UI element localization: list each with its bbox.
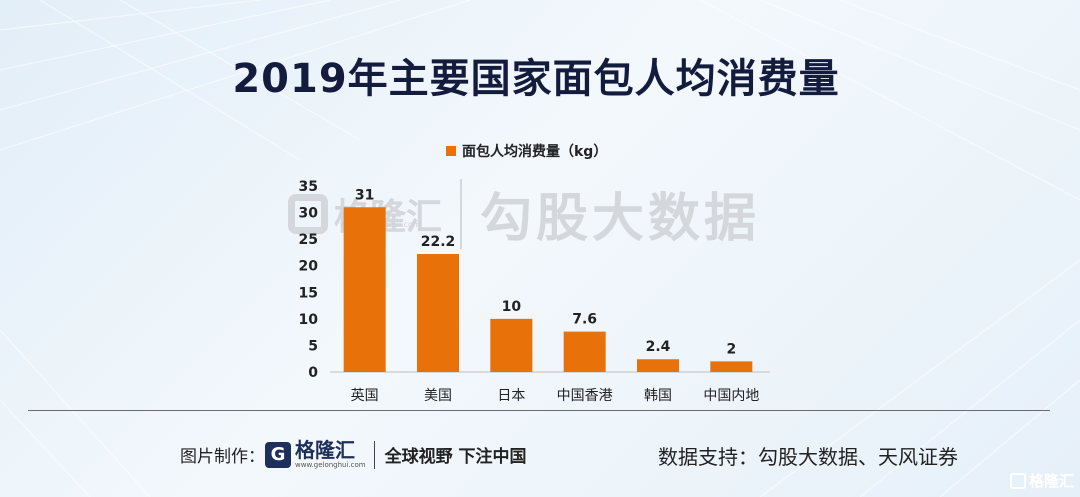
y-tick-label: 25 [299, 232, 318, 248]
chart-legend: 面包人均消费量（kg） [446, 141, 607, 161]
watermark-divider [460, 178, 463, 249]
watermark-text: 勾股大数据 [480, 189, 761, 249]
corner-brand: 格隆汇 [1029, 472, 1075, 490]
data-label: 2 [726, 341, 736, 357]
bar-1 [417, 254, 459, 372]
bar-4 [637, 359, 679, 372]
footer-brand-url: www.gelonghui.com [295, 461, 366, 469]
footer-brand-block: 格隆汇 www.gelonghui.com [295, 440, 366, 469]
footer-separator [373, 440, 375, 469]
bars [343, 207, 753, 372]
footer-credit: 图片制作： G 格隆汇 www.gelonghui.com 全球视野 下注中国 [180, 440, 527, 469]
data-label: 7.6 [572, 312, 597, 328]
bar-3 [563, 331, 606, 372]
data-label: 22.2 [421, 234, 456, 250]
x-tick-label: 韩国 [644, 388, 672, 404]
page-title: 2019年主要国家面包人均消费量 [232, 56, 840, 102]
brand-logo-icon: G [265, 441, 291, 468]
data-source: 数据支持：勾股大数据、天风证券 [658, 445, 958, 469]
x-tick-label: 美国 [424, 388, 452, 404]
corner-logo: 格隆汇 [1010, 470, 1074, 491]
x-tick-label: 英国 [351, 387, 379, 404]
footer-slogan: 全球视野 下注中国 [384, 447, 527, 467]
data-label: 10 [502, 299, 522, 315]
y-tick-label: 35 [299, 179, 318, 195]
corner-logo-icon [1010, 472, 1026, 489]
y-tick-label: 15 [299, 285, 318, 301]
credit-label: 图片制作： [180, 447, 265, 467]
watermark: 格隆汇 www.gelonghui.com 勾股大数据 [288, 176, 760, 251]
y-tick-label: 10 [299, 312, 319, 328]
bar-0 [343, 207, 386, 372]
data-label: 31 [355, 187, 374, 203]
y-tick-label: 20 [299, 259, 319, 275]
footer-divider [28, 410, 1050, 411]
y-axis: 0 5 10 15 20 25 30 35 [299, 179, 319, 381]
x-tick-label: 中国香港 [557, 388, 613, 404]
bar-2 [490, 318, 533, 372]
bar-5 [710, 361, 753, 372]
y-tick-label: 0 [308, 365, 318, 381]
x-tick-label: 日本 [497, 388, 525, 404]
x-axis: 英国 美国 日本 中国香港 韩国 中国内地 [351, 387, 760, 404]
footer-brand: 格隆汇 [295, 438, 355, 462]
legend-label: 面包人均消费量（kg） [462, 144, 608, 160]
x-tick-label: 中国内地 [703, 388, 759, 404]
y-tick-label: 5 [308, 338, 318, 354]
data-label: 2.4 [646, 339, 671, 355]
legend-swatch [446, 146, 456, 156]
data-labels: 31 22.2 10 7.6 2.4 2 [355, 187, 736, 357]
watermark-logo-icon [288, 193, 328, 234]
y-tick-label: 30 [299, 206, 319, 222]
